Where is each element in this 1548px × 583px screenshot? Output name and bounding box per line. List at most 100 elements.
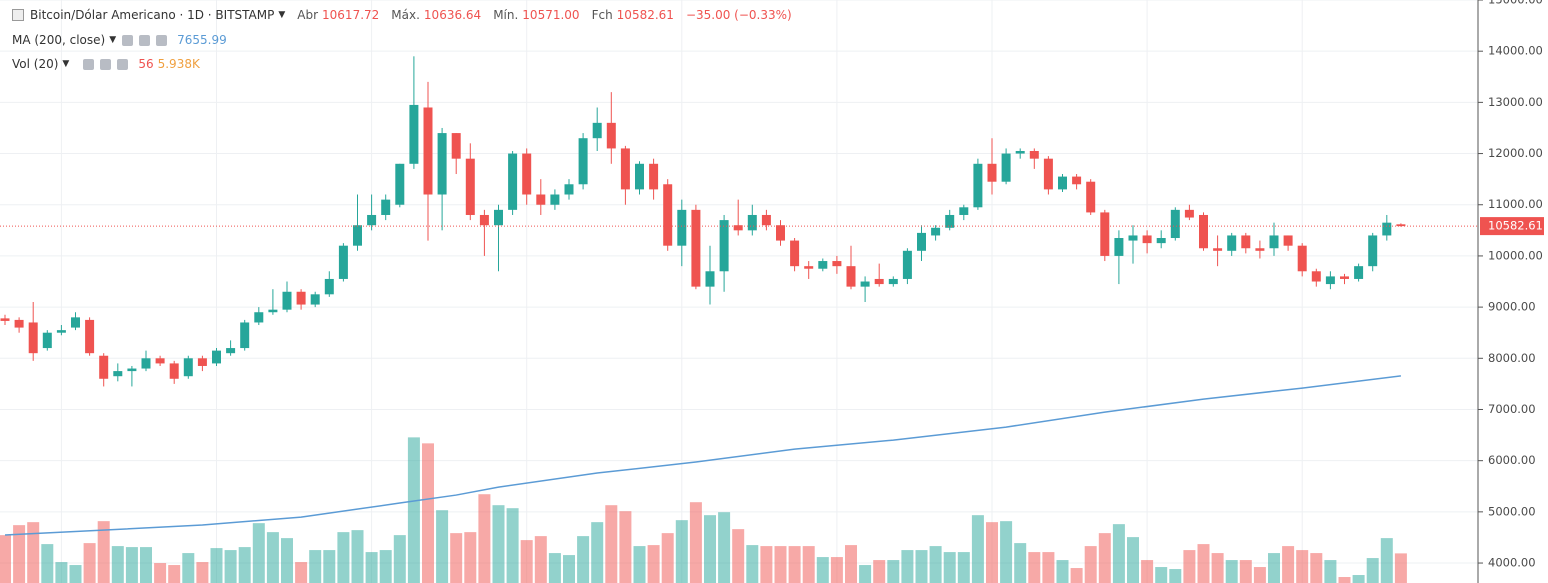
candle-body xyxy=(691,209,701,287)
volume-bar xyxy=(478,494,491,583)
candle-body xyxy=(888,278,898,285)
volume-bar xyxy=(859,565,872,583)
candle-body xyxy=(592,122,602,139)
candle-body xyxy=(310,294,320,305)
candle-body xyxy=(169,363,179,379)
volume-bar xyxy=(393,535,406,583)
candle-body xyxy=(761,214,771,226)
volume-bar xyxy=(83,543,96,583)
candle-body xyxy=(141,358,151,369)
volume-bar xyxy=(1310,553,1323,583)
collapse-button[interactable] xyxy=(12,9,24,21)
candle-body xyxy=(1114,238,1124,256)
candle-body xyxy=(1058,176,1067,190)
candle-body xyxy=(564,184,574,195)
volume-bar xyxy=(971,515,984,583)
volume-bar xyxy=(97,521,110,583)
volume-bar xyxy=(704,515,716,583)
candle-body xyxy=(987,163,997,182)
candle-body xyxy=(1170,209,1180,239)
candle-body xyxy=(183,358,193,377)
candle-body xyxy=(28,322,38,354)
low-label: Mín. xyxy=(493,8,519,22)
volume-bar xyxy=(1197,544,1210,583)
volume-bar xyxy=(196,562,209,583)
candle-body xyxy=(536,194,546,205)
y-tick-label: 9000.00 xyxy=(1488,300,1536,314)
candle-body xyxy=(1340,276,1349,279)
candle-body xyxy=(324,278,334,295)
volume-bar xyxy=(140,547,152,583)
candle-body xyxy=(1128,235,1138,241)
candle-body xyxy=(663,184,673,246)
volume-bar xyxy=(1112,524,1125,583)
candle-body xyxy=(1015,150,1025,154)
volume-bar xyxy=(1338,577,1351,583)
volume-bar xyxy=(168,565,181,583)
candle-body xyxy=(494,209,503,226)
candle-body xyxy=(409,104,419,164)
settings-icon[interactable] xyxy=(100,58,112,70)
volume-bar xyxy=(689,502,702,583)
y-tick-label: 6000.00 xyxy=(1488,453,1536,467)
low-value: 10571.00 xyxy=(522,8,580,22)
volume-bar xyxy=(1253,567,1266,583)
candle-body xyxy=(635,163,644,190)
settings-icon[interactable] xyxy=(139,34,151,46)
ma-name[interactable]: MA (200, close) xyxy=(12,33,106,47)
volume-bar xyxy=(309,550,322,583)
volume-bar xyxy=(534,536,547,583)
candle-body xyxy=(1325,276,1335,285)
candle-body xyxy=(437,133,447,195)
eye-icon[interactable] xyxy=(122,34,134,46)
candle-body xyxy=(381,199,391,215)
candle-body xyxy=(1382,222,1392,236)
candle-body xyxy=(818,261,828,269)
remove-icon[interactable] xyxy=(117,58,129,70)
y-tick-label: 8000.00 xyxy=(1488,351,1536,365)
eye-icon[interactable] xyxy=(83,58,95,70)
volume-bar xyxy=(1239,560,1252,583)
volume-bar xyxy=(69,565,82,583)
volume-bar xyxy=(718,512,731,583)
candle-body xyxy=(846,266,856,287)
candle-body xyxy=(1368,235,1378,267)
volume-bar xyxy=(591,522,604,583)
volume-bar xyxy=(661,533,674,583)
remove-icon[interactable] xyxy=(156,34,168,46)
candle-body xyxy=(353,225,362,246)
candle-body xyxy=(1213,248,1223,251)
candle-body xyxy=(1283,235,1293,246)
volume-bar xyxy=(563,555,575,583)
candle-body xyxy=(338,245,348,279)
volume-bar xyxy=(1155,567,1168,583)
volume-bar xyxy=(464,532,477,583)
volume-name[interactable]: Vol (20) xyxy=(12,57,59,71)
volume-bar xyxy=(816,557,829,583)
symbol-title[interactable]: Bitcoin/Dólar Americano · 1D · BITSTAMP xyxy=(30,8,275,22)
volume-bar xyxy=(351,530,364,583)
ma-value: 7655.99 xyxy=(177,33,227,47)
candle-body xyxy=(1396,224,1406,227)
volume-bar xyxy=(760,546,773,583)
candle-body xyxy=(0,318,10,321)
candle-body xyxy=(127,368,137,372)
volume-value: 5.938K xyxy=(157,57,200,71)
volume-bar xyxy=(1183,550,1196,583)
close-value: 10582.61 xyxy=(616,8,674,22)
volume-bar xyxy=(577,536,590,583)
high-label: Máx. xyxy=(391,8,420,22)
open-label: Abr xyxy=(297,8,319,22)
volume-bar xyxy=(901,550,914,583)
candle-body xyxy=(620,148,630,190)
volume-bar xyxy=(27,522,40,583)
volume-bar xyxy=(732,529,745,583)
last-price-box xyxy=(1480,217,1544,236)
volume-bar xyxy=(1070,568,1083,583)
candle-body xyxy=(451,133,461,159)
volume-bar xyxy=(379,550,392,583)
volume-bar xyxy=(986,522,998,583)
candle-body xyxy=(508,153,518,210)
